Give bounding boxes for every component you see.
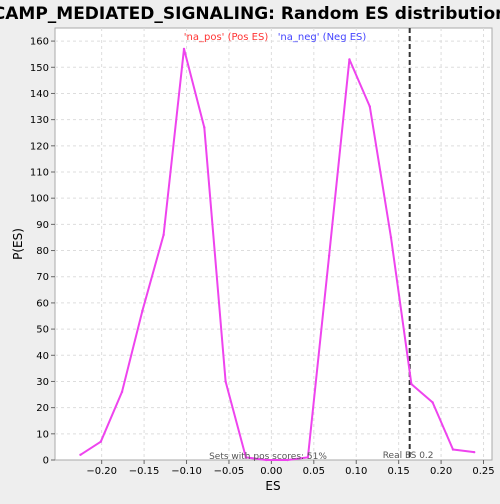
x-tick-label: 0.25 <box>472 466 494 477</box>
y-tick-label: 30 <box>36 377 49 388</box>
data-point <box>79 453 82 456</box>
data-point <box>265 458 268 462</box>
y-tick-label: 160 <box>30 37 49 48</box>
legend: 'na_pos' (Pos ES) 'na_neg' (Neg ES) <box>184 32 367 43</box>
legend-entry: 'na_pos' (Pos ES) <box>184 32 269 43</box>
x-tick-label: 0.00 <box>260 466 282 477</box>
axes: 0 10 20 30 40 50 60 70 80 90 100 110 120 130 140 150 160… <box>30 37 495 477</box>
y-tick-label: 40 <box>36 351 49 362</box>
data-point <box>451 448 455 451</box>
pos-score-annotation: Sets with pos scores: 51% <box>209 452 327 462</box>
y-tick-label: 10 <box>36 429 49 440</box>
y-axis-label: P(ES) <box>11 228 25 260</box>
data-point <box>120 390 124 394</box>
data-point <box>182 47 186 51</box>
x-axis-label: ES <box>265 479 280 493</box>
data-point <box>224 380 227 383</box>
plot-area <box>54 27 493 461</box>
data-point <box>389 236 393 239</box>
data-point <box>162 233 165 237</box>
grid-lines <box>55 28 492 460</box>
data-point <box>368 105 372 108</box>
data-point <box>472 450 476 454</box>
y-tick-label: 90 <box>36 220 49 231</box>
x-tick-label: 0.20 <box>430 466 452 477</box>
chart-title: CAMP_MEDIATED_SIGNALING: Random ES distr… <box>0 4 500 24</box>
x-tick-label: −0.10 <box>171 466 202 477</box>
x-tick-label: 0.10 <box>345 466 367 477</box>
data-point <box>431 401 434 404</box>
y-tick-label: 120 <box>30 141 49 152</box>
reference-line-group: Real ES 0.2 <box>383 28 434 461</box>
y-tick-label: 70 <box>36 272 49 283</box>
x-tick-label: 0.15 <box>388 466 410 477</box>
legend-entry: 'na_neg' (Neg ES) <box>278 32 367 43</box>
y-tick-label: 50 <box>36 325 49 336</box>
data-point <box>99 440 103 443</box>
data-point <box>327 254 331 257</box>
data-point <box>410 382 413 386</box>
data-point <box>348 58 351 61</box>
y-tick-label: 60 <box>36 298 49 309</box>
y-tick-label: 20 <box>36 403 49 414</box>
y-tick-label: 0 <box>43 456 49 467</box>
x-tick-label: −0.05 <box>214 466 245 477</box>
data-point <box>203 126 206 129</box>
y-tick-label: 80 <box>36 246 49 257</box>
real-es-label: Real ES 0.2 <box>383 451 434 461</box>
y-tick-label: 130 <box>30 115 49 126</box>
series-group <box>79 47 476 462</box>
y-tick-label: 110 <box>30 168 49 179</box>
y-tick-label: 150 <box>30 63 49 74</box>
series-line <box>79 47 475 461</box>
y-tick-label: 100 <box>30 194 49 205</box>
x-tick-label: 0.05 <box>303 466 325 477</box>
data-point <box>141 309 144 312</box>
data-point <box>306 456 310 459</box>
x-tick-label: −0.15 <box>129 466 160 477</box>
data-point <box>286 458 289 462</box>
x-tick-label: −0.20 <box>86 466 117 477</box>
y-tick-label: 140 <box>30 89 49 100</box>
data-point <box>244 456 248 459</box>
